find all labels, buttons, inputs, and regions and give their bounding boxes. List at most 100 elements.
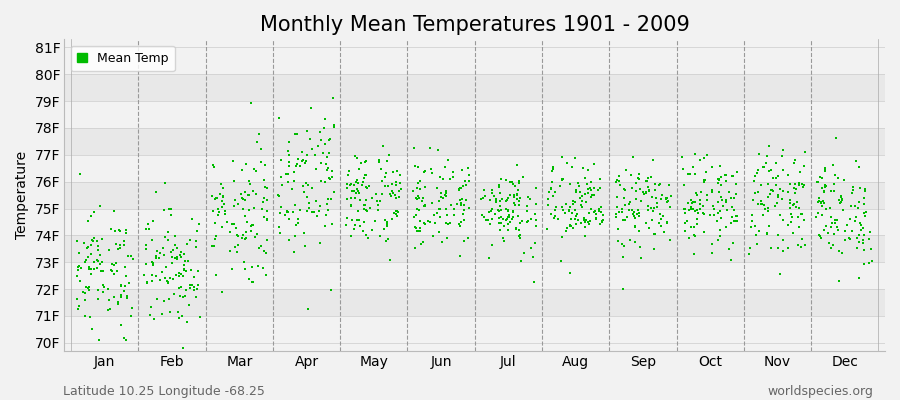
Point xyxy=(245,222,259,228)
Point xyxy=(760,231,774,237)
Point xyxy=(766,174,780,181)
Point xyxy=(593,185,608,192)
Point xyxy=(389,179,403,185)
Point xyxy=(795,211,809,218)
Point xyxy=(454,196,469,202)
Point xyxy=(290,130,304,137)
Point xyxy=(313,137,328,143)
Point xyxy=(678,220,692,226)
Point xyxy=(615,206,629,212)
Point xyxy=(846,187,860,194)
Point xyxy=(515,218,529,224)
Point xyxy=(123,253,138,259)
Point xyxy=(176,313,190,320)
Point xyxy=(111,301,125,308)
Point xyxy=(582,220,597,227)
Point xyxy=(781,172,796,178)
Point xyxy=(578,191,592,198)
Point xyxy=(811,198,825,204)
Point xyxy=(76,289,91,296)
Point xyxy=(632,228,646,234)
Point xyxy=(771,194,786,200)
Point xyxy=(722,246,736,252)
Point xyxy=(319,212,333,218)
Point xyxy=(153,249,167,256)
Point xyxy=(155,268,169,275)
Point xyxy=(413,186,428,192)
Point xyxy=(747,178,761,185)
Point xyxy=(862,236,877,242)
Point xyxy=(235,166,249,173)
Point xyxy=(699,168,714,175)
Point xyxy=(616,217,630,224)
Point xyxy=(299,179,313,186)
Point xyxy=(213,191,228,197)
Point xyxy=(230,232,244,238)
Point xyxy=(584,194,598,200)
Point xyxy=(521,193,535,200)
Point xyxy=(795,236,809,243)
Point xyxy=(714,194,728,200)
Point xyxy=(454,200,469,206)
Point xyxy=(728,181,742,188)
Point xyxy=(178,268,193,275)
Point xyxy=(241,276,256,282)
Point xyxy=(456,238,471,244)
Point xyxy=(659,195,673,201)
Point xyxy=(300,128,314,134)
Point xyxy=(753,198,768,204)
Point xyxy=(769,182,783,188)
Point xyxy=(231,242,246,248)
Point xyxy=(384,181,399,187)
Point xyxy=(170,254,184,260)
Point xyxy=(689,215,704,222)
Point xyxy=(207,242,221,249)
Point xyxy=(244,223,258,230)
Point xyxy=(628,214,643,221)
Point xyxy=(286,209,301,216)
Point xyxy=(509,191,524,197)
Point xyxy=(564,222,579,229)
Point xyxy=(693,206,707,212)
Point xyxy=(183,285,197,292)
Point xyxy=(763,190,778,197)
Point xyxy=(524,216,538,223)
Point xyxy=(587,192,601,198)
Point xyxy=(631,206,645,213)
Point xyxy=(711,209,725,216)
Point xyxy=(358,158,373,165)
Point xyxy=(189,238,203,245)
Point xyxy=(220,218,234,225)
Point xyxy=(581,186,596,192)
Point xyxy=(510,213,525,219)
Point xyxy=(320,166,334,173)
Point xyxy=(389,208,403,214)
Point xyxy=(282,139,296,146)
Point xyxy=(628,180,643,186)
Point xyxy=(80,284,94,291)
Point xyxy=(554,234,569,240)
Point xyxy=(212,191,227,197)
Point xyxy=(646,205,661,211)
Point xyxy=(575,193,590,200)
Point xyxy=(775,146,789,153)
Point xyxy=(580,167,595,173)
Point xyxy=(291,156,305,162)
Point xyxy=(554,258,569,264)
Point xyxy=(509,196,524,202)
Point xyxy=(163,309,177,316)
Point xyxy=(485,187,500,194)
Point xyxy=(644,204,658,211)
Point xyxy=(818,166,832,172)
Point xyxy=(70,264,85,270)
Point xyxy=(353,196,367,203)
Point xyxy=(828,172,842,178)
Point xyxy=(427,233,441,239)
Point xyxy=(563,222,578,228)
Point xyxy=(561,160,575,166)
Point xyxy=(745,197,760,203)
Point xyxy=(238,229,253,235)
Point xyxy=(361,235,375,242)
Point xyxy=(641,207,655,213)
Point xyxy=(500,195,515,201)
